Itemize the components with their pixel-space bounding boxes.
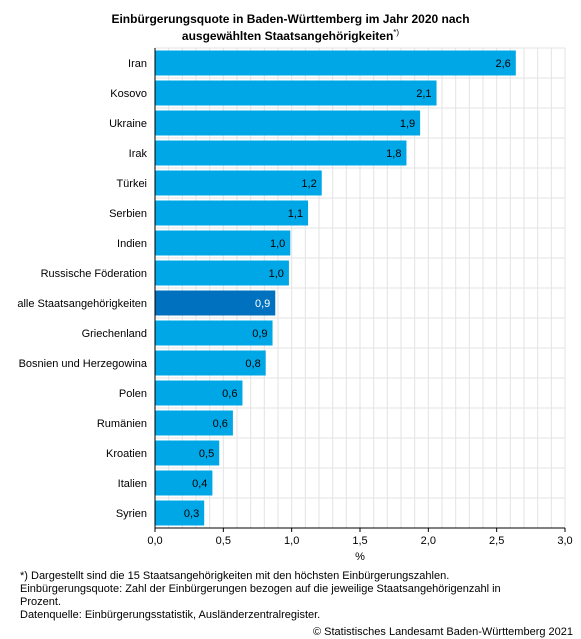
bar [155,350,266,376]
bar [155,110,421,136]
chart-title-line2-text: ausgewählten Staatsangehörigkeiten [181,29,394,43]
bar [155,320,273,346]
data-label: 1,8 [386,148,401,160]
chart-title-line1: Einbürgerungsquote in Baden-Württemberg … [111,12,470,26]
data-label: 0,5 [199,448,214,460]
category-label: Irak [129,148,148,160]
footnote-line: Datenquelle: Einbürgerungsstatistik, Aus… [20,609,321,621]
data-label: 0,6 [222,388,237,400]
x-tick-label: 1,0 [284,535,299,547]
category-label: Polen [119,388,147,400]
data-label: 1,2 [301,178,316,190]
category-label: Serbien [109,208,147,220]
bar-chart: 2,6 Iran 2,1 Kosovo 1,9 Ukraine 1,8 Irak 1,2 Türk… [17,47,573,563]
data-label: 2,6 [496,58,511,70]
bar [155,50,516,76]
bar [155,440,220,466]
data-label: 1,0 [270,238,285,250]
bar [155,200,309,226]
bar [155,290,276,316]
category-label: Bosnien und Herzegowina [19,358,148,370]
bar [155,380,243,406]
data-label: 0,9 [252,328,267,340]
footnote-marker: *) [393,28,400,37]
x-tick-label: 1,5 [352,535,367,547]
x-tick-label: 0,0 [147,535,162,547]
data-label: 1,1 [288,208,303,220]
chart-title: Einbürgerungsquote in Baden-Württemberg … [0,12,581,43]
category-label: Rumänien [97,418,147,430]
data-label: 0,8 [245,358,260,370]
category-label: Iran [128,58,147,70]
data-label: 0,4 [192,478,207,490]
footnotes: *) Dargestellt sind die 15 Staatsangehör… [20,570,501,622]
copyright: © Statistisches Landesamt Baden-Württemb… [312,626,573,638]
bar [155,410,233,436]
x-tick-label: 3,0 [557,535,572,547]
bar [155,80,437,106]
data-label: 0,9 [255,298,270,310]
bar [155,140,407,166]
category-label: Griechenland [82,328,147,340]
category-label: Kroatien [106,448,147,460]
category-label: Russische Föderation [41,268,147,280]
category-label: Syrien [116,508,147,520]
footnote-line: *) Dargestellt sind die 15 Staatsangehör… [20,570,450,582]
category-label: Türkei [116,178,147,190]
data-label: 0,6 [213,418,228,430]
x-tick-label: 2,0 [421,535,436,547]
footnote-line: Prozent. [20,596,61,608]
data-label: 1,9 [400,118,415,130]
data-label: 1,0 [269,268,284,280]
bar [155,500,205,526]
footnote-line: Einbürgerungsquote: Zahl der Einbürgerun… [20,583,501,595]
x-tick-label: 0,5 [216,535,231,547]
category-label: Ukraine [109,118,147,130]
x-tick-label: 2,5 [489,535,504,547]
category-label: Kosovo [110,88,147,100]
x-axis-label: % [355,551,365,563]
category-label: Indien [117,238,147,250]
bar [155,170,322,196]
bar [155,230,291,256]
data-label: 2,1 [416,88,431,100]
data-label: 0,3 [184,508,199,520]
category-label: alle Staatsangehörigkeiten [17,298,147,310]
category-label: Italien [118,478,147,490]
chart-title-line2: ausgewählten Staatsangehörigkeiten*) [0,26,581,43]
bar [155,260,289,286]
bar [155,470,213,496]
